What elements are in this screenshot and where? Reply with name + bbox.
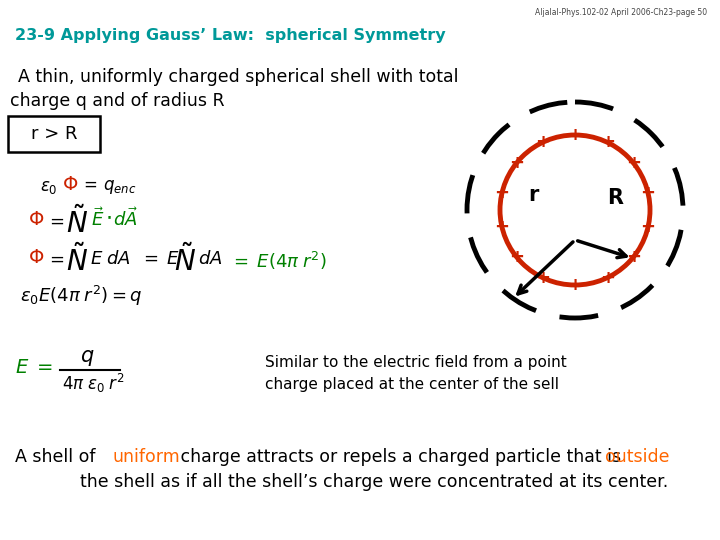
- Text: $= \; E$: $= \; E$: [140, 250, 180, 268]
- Text: $=$: $=$: [46, 212, 65, 230]
- Text: uniform: uniform: [112, 448, 180, 466]
- Text: $\varepsilon_0$: $\varepsilon_0$: [40, 178, 58, 196]
- Text: the shell as if all the shell’s charge were concentrated at its center.: the shell as if all the shell’s charge w…: [80, 473, 668, 491]
- Text: $E \; =$: $E \; =$: [15, 358, 53, 377]
- Text: r > R: r > R: [31, 125, 77, 143]
- Text: $E \; dA$: $E \; dA$: [90, 250, 131, 268]
- Text: charge q and of radius R: charge q and of radius R: [10, 92, 225, 110]
- Text: $= \; E(4\pi \; r^2)$: $= \; E(4\pi \; r^2)$: [230, 250, 327, 272]
- Text: +: +: [600, 133, 615, 151]
- FancyBboxPatch shape: [8, 116, 100, 152]
- Text: outside: outside: [605, 448, 670, 466]
- Text: $\cdot$: $\cdot$: [105, 207, 112, 227]
- Text: $d\vec{A}$: $d\vec{A}$: [113, 207, 138, 230]
- Text: $\Phi$: $\Phi$: [62, 175, 78, 194]
- Text: +: +: [641, 184, 656, 202]
- Text: +: +: [535, 133, 550, 151]
- Text: $\tilde{N}$: $\tilde{N}$: [66, 244, 88, 276]
- Text: +: +: [495, 218, 509, 235]
- Text: $\vec{E}$: $\vec{E}$: [91, 207, 104, 230]
- Text: $\Phi$: $\Phi$: [28, 210, 44, 229]
- Text: R: R: [607, 188, 623, 208]
- Text: +: +: [495, 184, 509, 202]
- Text: $dA$: $dA$: [198, 250, 222, 268]
- Text: A shell of: A shell of: [15, 448, 101, 466]
- Text: $\tilde{N}$: $\tilde{N}$: [66, 206, 88, 239]
- Text: A thin, uniformly charged spherical shell with total: A thin, uniformly charged spherical shel…: [18, 68, 459, 86]
- Text: charge attracts or repels a charged particle that is: charge attracts or repels a charged part…: [175, 448, 626, 466]
- Text: 23-9 Applying Gauss’ Law:  spherical Symmetry: 23-9 Applying Gauss’ Law: spherical Symm…: [15, 28, 446, 43]
- Text: +: +: [509, 248, 524, 266]
- Text: $= \,q_{enc}$: $= \,q_{enc}$: [80, 178, 136, 196]
- Text: $=$: $=$: [46, 250, 65, 268]
- Text: +: +: [626, 154, 641, 172]
- Text: +: +: [626, 248, 641, 266]
- Text: +: +: [567, 126, 582, 144]
- Text: $\varepsilon_0 E(4\pi \; r^2) = q$: $\varepsilon_0 E(4\pi \; r^2) = q$: [20, 284, 143, 308]
- Text: Aljalal-Phys.102-02 April 2006-Ch23-page 50: Aljalal-Phys.102-02 April 2006-Ch23-page…: [535, 8, 707, 17]
- Text: $4\pi \; \varepsilon_0 \; r^2$: $4\pi \; \varepsilon_0 \; r^2$: [62, 372, 125, 395]
- Text: $q$: $q$: [80, 348, 94, 368]
- Text: Similar to the electric field from a point: Similar to the electric field from a poi…: [265, 355, 567, 370]
- Text: +: +: [641, 218, 656, 235]
- Text: r: r: [528, 185, 538, 205]
- Text: $\tilde{N}$: $\tilde{N}$: [174, 244, 196, 276]
- Text: charge placed at the center of the sell: charge placed at the center of the sell: [265, 377, 559, 392]
- Text: +: +: [567, 276, 582, 294]
- Text: +: +: [509, 154, 524, 172]
- Text: +: +: [535, 268, 550, 287]
- Text: +: +: [600, 268, 615, 287]
- Text: $\Phi$: $\Phi$: [28, 248, 44, 267]
